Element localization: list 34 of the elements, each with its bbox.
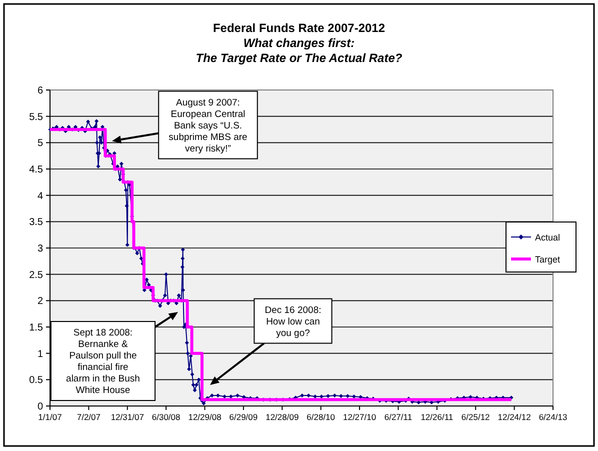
x-tick-label: 6/29/09 (229, 412, 258, 422)
y-tick-label: 4.5 (29, 164, 44, 176)
x-tick-label: 6/28/10 (306, 412, 336, 422)
x-tick-label: 12/26/11 (420, 412, 454, 422)
annotation: August 9 2007: European Central Bank says “U.S. subprime MBS are very risky!” (168, 97, 248, 154)
x-tick-label: 12/29/08 (188, 412, 222, 422)
x-tick-label: 12/31/07 (110, 412, 144, 422)
legend-label: Target (535, 254, 561, 264)
y-tick-label: 6 (37, 86, 44, 96)
y-tick-label: 3 (37, 244, 44, 254)
y-tick-label: 2 (37, 296, 44, 308)
annotation: Sept 18 2008: Bernanke & Paulson pull the financial fire alarm in the Bush White House (66, 328, 140, 396)
y-tick-label: 5.5 (29, 112, 44, 123)
x-tick-label: 6/27/11 (384, 412, 412, 422)
y-tick-label: 3.5 (29, 217, 44, 228)
x-tick-label: 6/25/12 (461, 412, 490, 422)
x-tick-label: 12/28/09 (266, 412, 299, 422)
x-tick-label: 6/24/13 (538, 412, 568, 422)
x-tick-label: 12/24/12 (498, 412, 532, 422)
y-tick-label: 0 (37, 402, 44, 412)
x-tick-label: 12/27/10 (342, 412, 376, 422)
y-tick-label: 5 (37, 138, 44, 150)
y-tick-label: 0.5 (29, 375, 44, 386)
y-tick-label: 1 (37, 348, 44, 360)
chart-title: Federal Funds Rate 2007-2012 (212, 21, 386, 35)
y-tick-label: 1.5 (29, 322, 44, 334)
x-tick-label: 7/2/07 (76, 412, 101, 422)
annotation: Dec 16 2008: How low can you go? (264, 304, 322, 339)
y-tick-label: 2.5 (29, 270, 44, 281)
legend-label: Actual (535, 232, 560, 242)
x-tick-label: 1/1/07 (38, 412, 62, 422)
chart-subtitle: What changes first: The Target Rate or The Actual Rate? (196, 36, 403, 65)
x-tick-label: 6/30/08 (152, 412, 181, 422)
y-tick-label: 4 (37, 190, 44, 202)
